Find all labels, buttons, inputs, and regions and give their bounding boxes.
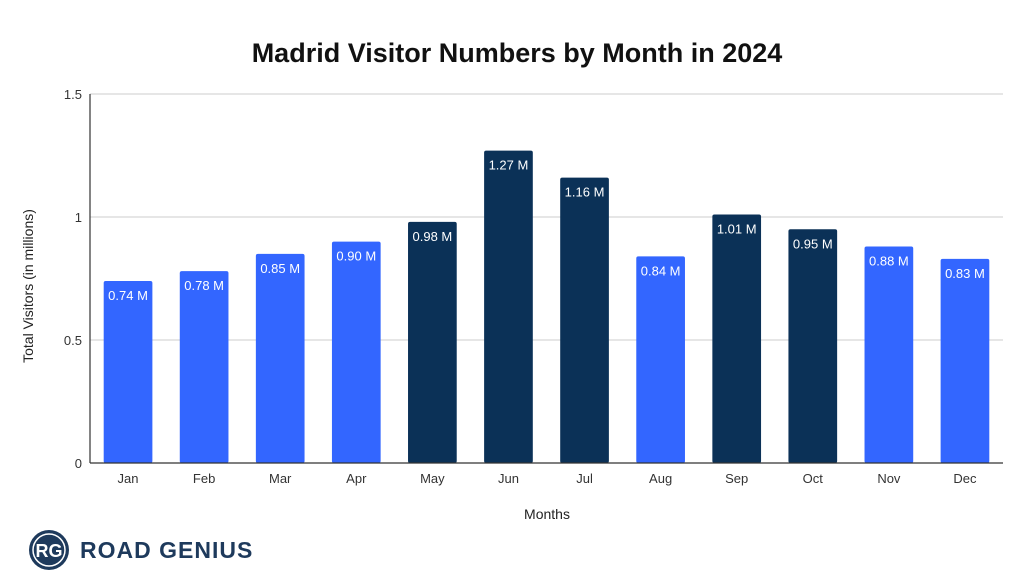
data-label-jan: 0.74 M bbox=[108, 288, 148, 303]
y-axis-ticks: 0 0.5 1 1.5 bbox=[64, 87, 82, 471]
data-label-may: 0.98 M bbox=[413, 229, 453, 244]
logo-badge-icon bbox=[29, 530, 69, 570]
x-tick-label: Aug bbox=[649, 471, 672, 486]
data-label-sep: 1.01 M bbox=[717, 222, 757, 237]
x-axis-ticks: Jan Feb Mar Apr May Jun Jul Aug Sep Oct Nov Dec bbox=[118, 471, 977, 486]
x-axis-label: Months bbox=[524, 506, 570, 522]
data-label-feb: 0.78 M bbox=[184, 278, 224, 293]
y-tick-label: 0 bbox=[75, 456, 82, 471]
bars bbox=[103, 150, 990, 463]
data-label-aug: 0.84 M bbox=[641, 263, 681, 278]
logo-badge-ring bbox=[32, 533, 66, 567]
bar-jun bbox=[484, 150, 533, 463]
grid bbox=[90, 93, 1003, 341]
data-label-oct: 0.95 M bbox=[793, 236, 833, 251]
y-tick-label: 1.5 bbox=[64, 87, 82, 102]
bar-jan bbox=[103, 280, 153, 463]
data-labels: 0.74 M 0.78 M 0.85 M 0.90 M 0.98 M 1.27 M 1.16… bbox=[108, 158, 985, 303]
x-tick-label: Jan bbox=[118, 471, 139, 486]
bar-jul bbox=[560, 177, 609, 463]
logo-initials: RG bbox=[36, 541, 63, 561]
bar-may bbox=[408, 221, 457, 463]
bar-feb bbox=[179, 271, 229, 463]
bar-oct bbox=[788, 229, 838, 463]
x-tick-label: Jul bbox=[576, 471, 593, 486]
x-tick-label: Feb bbox=[193, 471, 215, 486]
data-label-mar: 0.85 M bbox=[260, 261, 300, 276]
y-tick-label: 0.5 bbox=[64, 333, 82, 348]
bar-aug bbox=[636, 256, 685, 463]
x-tick-label: Jun bbox=[498, 471, 519, 486]
x-tick-label: Mar bbox=[269, 471, 292, 486]
x-tick-label: Nov bbox=[877, 471, 901, 486]
bar-mar bbox=[255, 253, 305, 463]
x-tick-label: Sep bbox=[725, 471, 748, 486]
x-tick-label: Oct bbox=[803, 471, 824, 486]
bar-sep bbox=[712, 214, 762, 463]
bar-dec bbox=[940, 258, 990, 463]
data-label-jun: 1.27 M bbox=[489, 158, 529, 173]
x-tick-label: Apr bbox=[346, 471, 367, 486]
x-tick-label: Dec bbox=[953, 471, 977, 486]
road-genius-logo: RG ROAD GENIUS bbox=[29, 530, 253, 570]
data-label-dec: 0.83 M bbox=[945, 266, 985, 281]
data-label-apr: 0.90 M bbox=[336, 249, 376, 264]
chart-title: Madrid Visitor Numbers by Month in 2024 bbox=[252, 38, 783, 68]
y-axis-label: Total Visitors (in millions) bbox=[20, 209, 36, 363]
bar-apr bbox=[331, 241, 381, 463]
logo-wordmark: ROAD GENIUS bbox=[80, 537, 253, 563]
data-label-jul: 1.16 M bbox=[565, 185, 605, 200]
x-tick-label: May bbox=[420, 471, 445, 486]
y-tick-label: 1 bbox=[75, 210, 82, 225]
data-label-nov: 0.88 M bbox=[869, 254, 909, 269]
bar-nov bbox=[864, 246, 914, 463]
